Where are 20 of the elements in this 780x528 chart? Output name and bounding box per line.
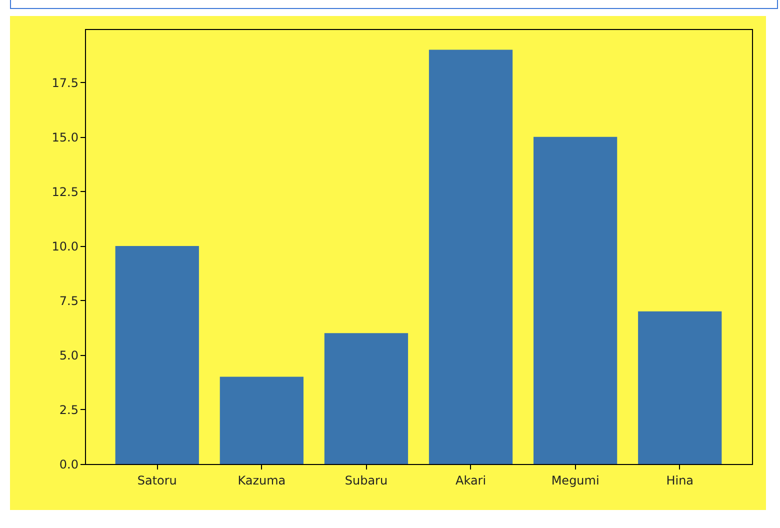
y-tick-label: 5.0	[59, 348, 78, 362]
x-tick-label: Kazuma	[238, 474, 286, 488]
y-tick-label: 10.0	[52, 239, 78, 254]
x-tick-label: Akari	[455, 474, 486, 488]
y-tick-label: 2.5	[59, 402, 78, 417]
x-tick-label: Hina	[666, 474, 694, 488]
y-tick-label: 17.5	[52, 76, 78, 90]
bar	[534, 136, 618, 464]
y-tick-label: 15.0	[52, 130, 78, 144]
bar	[638, 311, 722, 464]
y-tick-label: 7.5	[59, 294, 78, 308]
bar	[115, 246, 199, 464]
y-tick-label: 0.0	[59, 458, 78, 472]
bar	[324, 333, 408, 464]
bar	[220, 376, 304, 464]
y-tick-label: 12.5	[52, 184, 78, 199]
x-tick-label: Megumi	[551, 474, 600, 488]
x-tick-label: Subaru	[344, 474, 388, 488]
bar	[428, 50, 513, 464]
x-tick-label: Satoru	[137, 474, 177, 488]
